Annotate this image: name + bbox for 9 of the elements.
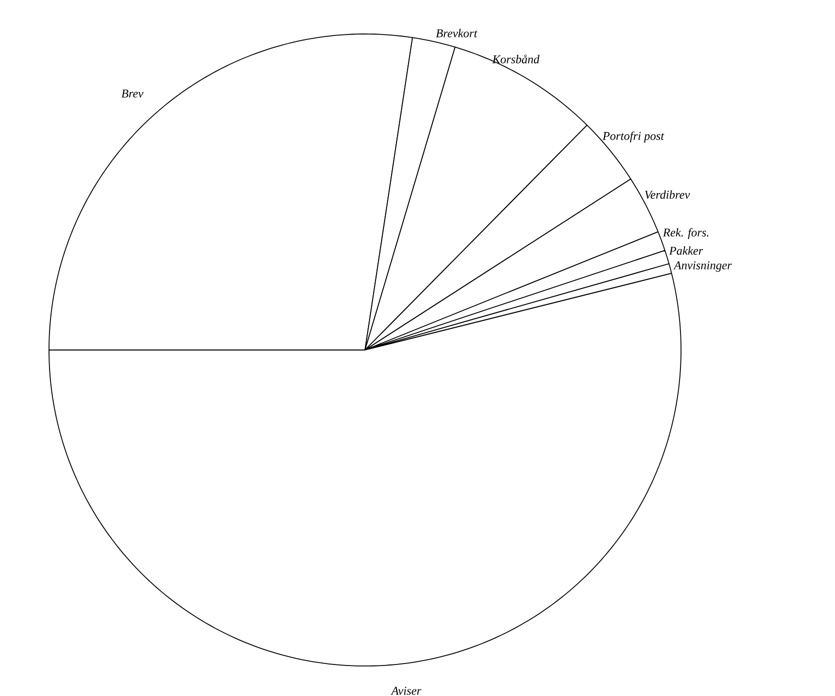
slice-label: Aviser: [390, 686, 422, 695]
slice-label: Anvisninger: [673, 261, 732, 272]
slice-label: Rek. fors.: [662, 228, 708, 240]
slice-label: Brev: [121, 90, 144, 98]
slice-label: Verdibrev: [644, 190, 690, 199]
slice-label: Portofri post: [602, 132, 664, 143]
slice-label: Pakker: [669, 246, 704, 255]
slice-label: Korsbånd: [492, 54, 540, 64]
slice-label: Brevkort: [436, 29, 478, 38]
